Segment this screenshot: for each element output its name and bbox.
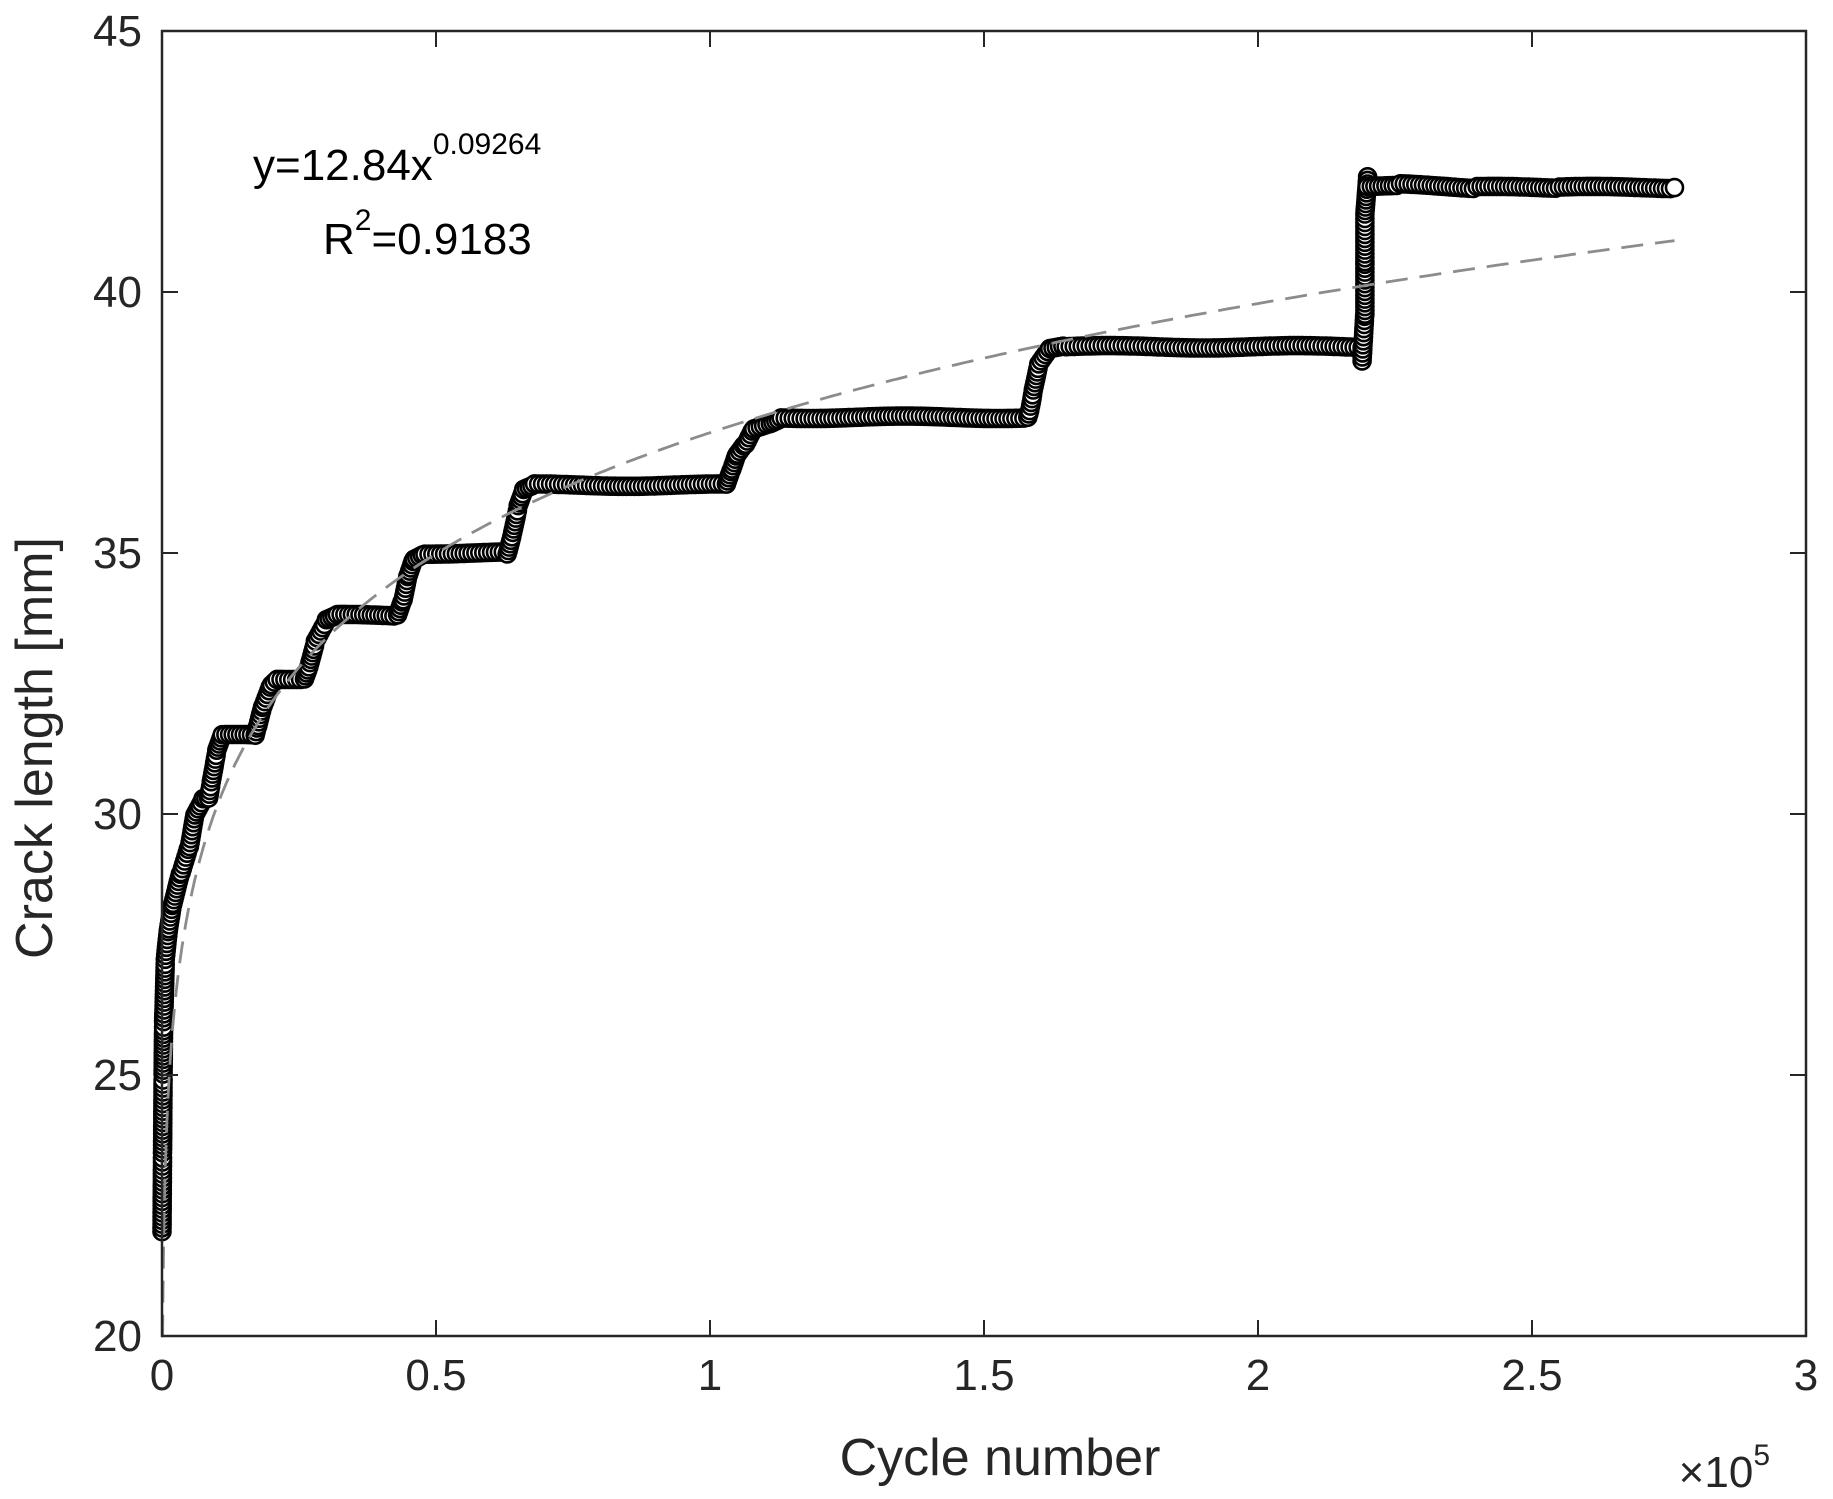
fit-equation-label: y=12.84x0.09264 <box>253 128 541 190</box>
r-squared-prefix: R <box>323 215 355 264</box>
fit-layer <box>161 239 1675 1338</box>
fit-equation-exponent: 0.09264 <box>433 128 541 161</box>
x-axis-exponent-base: ×10 <box>1679 1448 1754 1497</box>
axis-ticks: 0 0.5 1 1.5 2 2.5 3 20 25 30 35 40 45 <box>93 7 1818 1400</box>
data-point <box>1664 177 1685 198</box>
fit-curve <box>161 239 1675 1338</box>
r-squared-label: R2=0.9183 <box>323 204 532 264</box>
x-tick-label: 0 <box>150 1351 174 1400</box>
x-tick-label: 1.5 <box>953 1351 1014 1400</box>
r-squared-value: =0.9183 <box>371 215 531 264</box>
data-layer <box>152 167 1685 1242</box>
y-tick-label: 25 <box>93 1051 142 1100</box>
y-tick-label: 20 <box>93 1312 142 1361</box>
y-tick-label: 30 <box>93 790 142 839</box>
y-tick-label: 40 <box>93 268 142 317</box>
fit-equation-prefix: y=12.84x <box>253 141 433 190</box>
x-tick-label: 2 <box>1246 1351 1270 1400</box>
x-tick-label: 2.5 <box>1501 1351 1562 1400</box>
y-axis-title: Crack length [mm] <box>6 537 64 959</box>
r-squared-power: 2 <box>355 204 372 237</box>
x-tick-label: 0.5 <box>405 1351 466 1400</box>
x-axis-exponent-power: 5 <box>1753 1439 1770 1472</box>
x-axis-title: Cycle number <box>840 1429 1161 1487</box>
x-tick-label: 1 <box>698 1351 722 1400</box>
y-tick-label: 35 <box>93 529 142 578</box>
x-tick-label: 3 <box>1794 1351 1818 1400</box>
x-axis-exponent: ×105 <box>1679 1439 1770 1497</box>
y-tick-label: 45 <box>93 7 142 56</box>
